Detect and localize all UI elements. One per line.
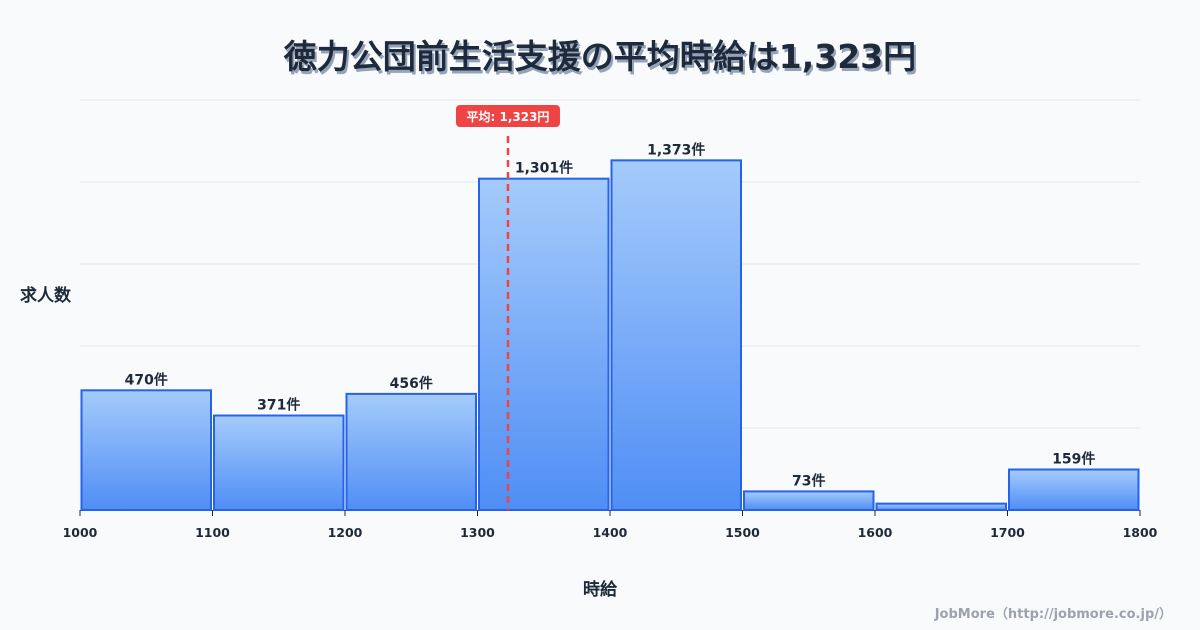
mean-label: 平均: 1,323円 xyxy=(467,109,550,124)
histogram-bar xyxy=(478,177,610,511)
histogram-bar xyxy=(213,414,345,511)
histogram-bar xyxy=(1008,468,1140,511)
mean-marker: 平均: 1,323円 xyxy=(455,105,560,510)
histogram-bar xyxy=(345,392,477,511)
x-tick-label: 1400 xyxy=(593,525,628,540)
bar-value-label: 1,373件 xyxy=(647,141,705,158)
histogram-bar xyxy=(610,159,742,511)
x-tick-label: 1000 xyxy=(63,525,98,540)
x-tick-label: 1700 xyxy=(990,525,1025,540)
bar-value-label: 1,301件 xyxy=(515,160,573,177)
gridlines xyxy=(80,99,1140,429)
x-tick-label: 1300 xyxy=(460,525,495,540)
x-tick-label: 1500 xyxy=(725,525,760,540)
y-axis-label: 求人数 xyxy=(20,286,71,306)
mean-badge xyxy=(455,105,560,127)
x-axis-label: 時給 xyxy=(583,580,617,600)
histogram-bar xyxy=(743,490,875,512)
histogram-bar xyxy=(875,502,1007,512)
histogram-bar xyxy=(80,389,212,511)
bar-value-label: 470件 xyxy=(125,371,168,388)
chart-title: 徳力公団前生活支援の平均時給は1,323円 xyxy=(283,37,917,76)
bar-value-label: 159件 xyxy=(1052,451,1095,468)
bar-value-label: 371件 xyxy=(257,397,300,414)
bar-value-label: 73件 xyxy=(792,472,825,489)
x-tick-label: 1800 xyxy=(1123,525,1158,540)
x-tick-label: 1100 xyxy=(195,525,230,540)
x-axis: 1000 1100 1200 1300 1400 1500 1600 1700 1800 xyxy=(63,510,1158,540)
bars: 470件 371件 456件 1,301件 1,373件 73件 159件 xyxy=(80,141,1140,512)
bar-value-label: 456件 xyxy=(390,375,433,392)
x-tick-label: 1200 xyxy=(328,525,363,540)
x-tick-label: 1600 xyxy=(858,525,893,540)
credit-text: JobMore（http://jobmore.co.jp/） xyxy=(934,607,1172,622)
